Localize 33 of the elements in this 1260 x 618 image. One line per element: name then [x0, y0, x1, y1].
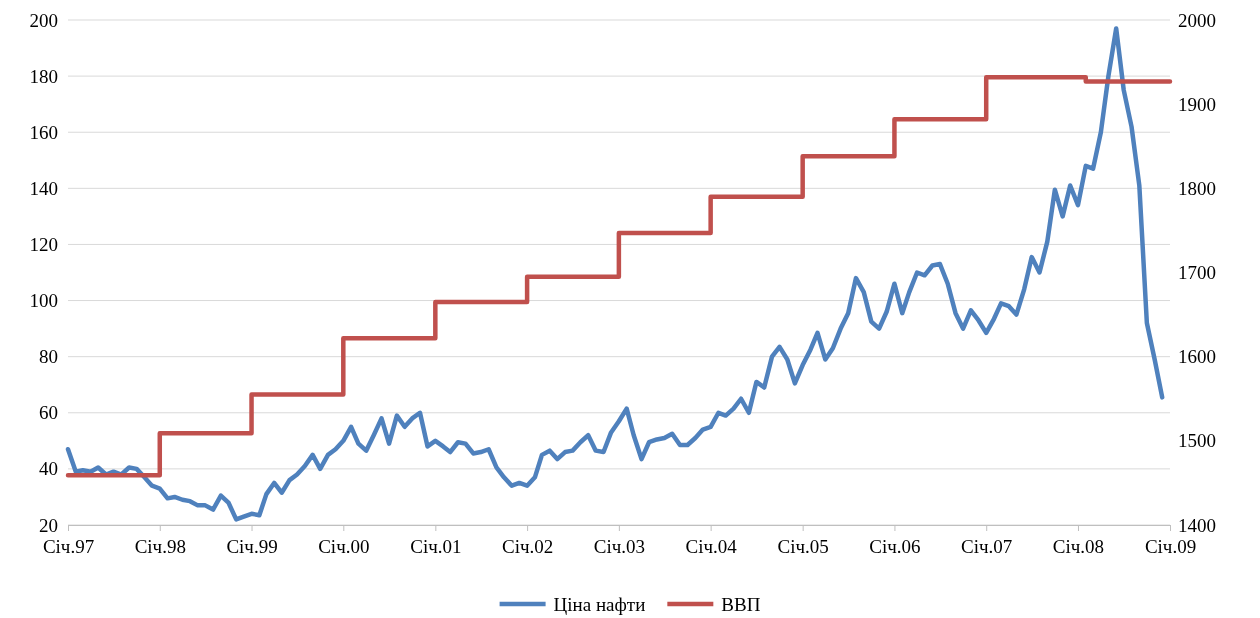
- y2-tick-label: 1500: [1178, 430, 1216, 452]
- y-tick-label: 20: [39, 514, 58, 536]
- legend-label: Ціна нафти: [553, 593, 646, 615]
- legend-label: ВВП: [721, 593, 761, 615]
- x-tick-label: Січ.06: [869, 536, 921, 557]
- x-tick-label: Січ.98: [134, 536, 186, 557]
- x-tick-label: Січ.99: [226, 536, 278, 557]
- x-tick-label: Січ.09: [1144, 536, 1197, 557]
- y-tick-label: 140: [29, 177, 58, 199]
- x-tick-label: Січ.07: [961, 536, 1013, 557]
- x-tick-label: Січ.97: [42, 536, 95, 557]
- x-tick-label: Січ.05: [777, 536, 829, 557]
- x-tick-label: Січ.00: [318, 536, 370, 557]
- y-tick-label: 100: [29, 290, 58, 312]
- y2-tick-label: 1400: [1178, 514, 1216, 536]
- y-tick-label: 120: [29, 234, 58, 256]
- x-tick-label: Січ.02: [501, 536, 554, 557]
- x-tick-label: Січ.08: [1052, 536, 1105, 557]
- y2-tick-label: 1600: [1178, 346, 1216, 368]
- y-tick-label: 180: [29, 65, 58, 87]
- x-tick-label: Січ.03: [593, 536, 646, 557]
- y2-tick-label: 2000: [1178, 9, 1216, 31]
- x-tick-label: Січ.04: [685, 536, 738, 557]
- y2-tick-label: 1800: [1178, 177, 1216, 199]
- y-tick-label: 200: [29, 9, 58, 31]
- line-series: [65, 26, 1165, 522]
- y2-tick-label: 1700: [1178, 262, 1216, 284]
- y2-tick-label: 1900: [1178, 93, 1216, 115]
- y-tick-label: 40: [39, 458, 58, 480]
- y-tick-label: 160: [29, 121, 58, 143]
- y-tick-label: 80: [39, 346, 58, 368]
- y-tick-label: 60: [39, 402, 58, 424]
- x-tick-label: Січ.01: [410, 536, 462, 557]
